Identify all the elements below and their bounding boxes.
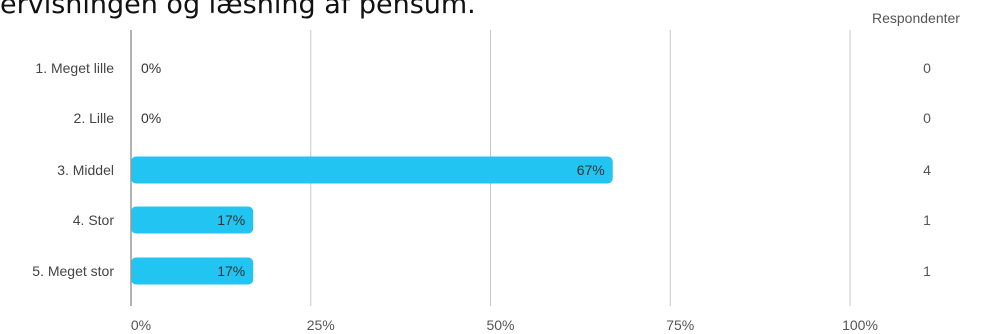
category-label: 1. Meget lille bbox=[35, 60, 114, 76]
bar-value-label: 67% bbox=[577, 162, 605, 178]
bar-value-label: 17% bbox=[217, 212, 245, 228]
bar-value-label: 0% bbox=[141, 110, 161, 126]
respondent-count: 1 bbox=[923, 263, 931, 279]
category-label: 2. Lille bbox=[74, 110, 115, 126]
respondent-count: 4 bbox=[923, 162, 931, 178]
bar bbox=[131, 257, 254, 285]
x-tick-label: 100% bbox=[842, 317, 878, 333]
x-tick-label: 25% bbox=[307, 317, 335, 333]
respondent-count: 0 bbox=[923, 60, 931, 76]
bar bbox=[131, 156, 613, 184]
chart-title: ervisningen og læsning af pensum. bbox=[0, 0, 476, 20]
category-label: 3. Middel bbox=[57, 162, 114, 178]
x-tick-label: 50% bbox=[486, 317, 514, 333]
respondent-count: 1 bbox=[923, 212, 931, 228]
bar-value-label: 17% bbox=[217, 263, 245, 279]
category-label: 5. Meget stor bbox=[32, 263, 114, 279]
respondents-header: Respondenter bbox=[872, 10, 960, 26]
x-tick-label: 75% bbox=[666, 317, 694, 333]
bar-value-label: 0% bbox=[141, 60, 161, 76]
respondent-count: 0 bbox=[923, 110, 931, 126]
category-label: 4. Stor bbox=[73, 212, 115, 228]
bar bbox=[131, 206, 254, 234]
x-tick-label: 0% bbox=[131, 317, 151, 333]
